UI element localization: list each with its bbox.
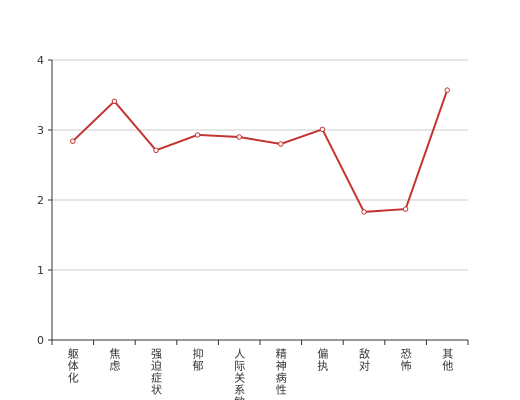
x-tick-label: 抑郁 bbox=[191, 347, 204, 372]
point bbox=[236, 134, 242, 140]
x-tick-label: 焦虑 bbox=[108, 348, 121, 372]
point bbox=[278, 141, 284, 147]
y-tick-label: 4 bbox=[37, 54, 44, 67]
x-tick-label: 躯体化 bbox=[66, 348, 79, 384]
x-tick-label: 强迫症状 bbox=[150, 348, 163, 396]
y-tick-label: 0 bbox=[37, 334, 44, 347]
x-tick-label: 偏执 bbox=[316, 347, 329, 372]
x-tick-label: 其他 bbox=[441, 348, 454, 372]
point bbox=[319, 126, 326, 133]
x-tick-label: 恐怖 bbox=[399, 348, 412, 372]
point bbox=[444, 87, 450, 93]
y-tick-label: 2 bbox=[37, 194, 44, 207]
point bbox=[153, 147, 159, 154]
point bbox=[111, 98, 118, 105]
y-tick-label: 3 bbox=[37, 124, 44, 137]
point bbox=[194, 132, 201, 138]
line bbox=[72, 89, 449, 213]
x-tick-label: 人际关系敏感 bbox=[233, 348, 246, 400]
y-tick-label: 1 bbox=[37, 264, 44, 277]
point bbox=[70, 138, 76, 144]
x-tick-label: 精神病性 bbox=[274, 348, 287, 396]
x-tick-label: 敌对 bbox=[358, 347, 371, 372]
point bbox=[402, 206, 409, 212]
point bbox=[361, 209, 367, 215]
